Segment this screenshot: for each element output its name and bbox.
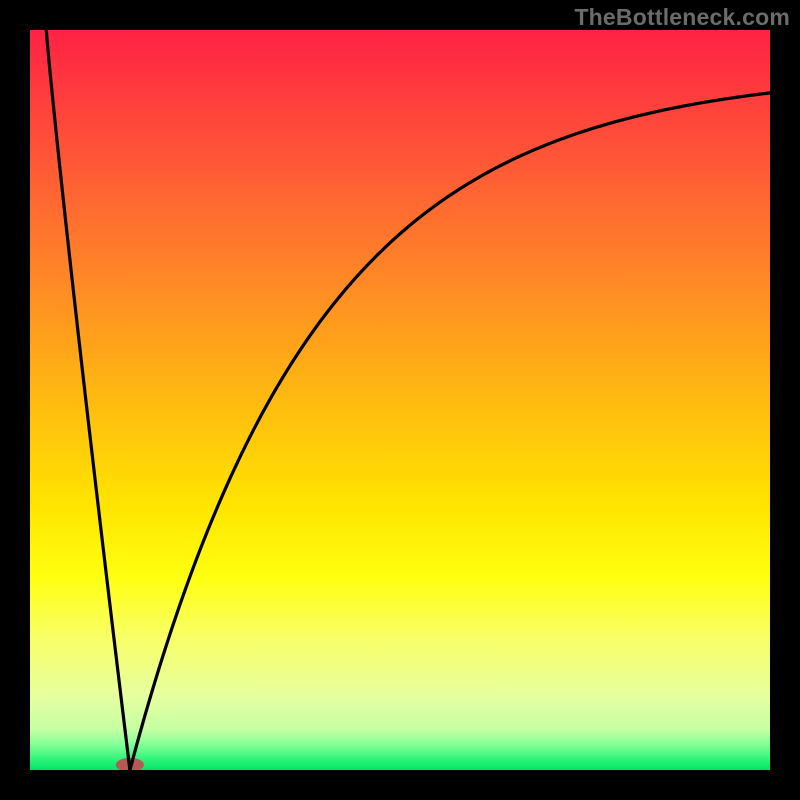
chart-container: TheBottleneck.com bbox=[0, 0, 800, 800]
bottleneck-chart bbox=[0, 0, 800, 800]
chart-background bbox=[30, 30, 770, 770]
watermark-text: TheBottleneck.com bbox=[574, 4, 790, 31]
